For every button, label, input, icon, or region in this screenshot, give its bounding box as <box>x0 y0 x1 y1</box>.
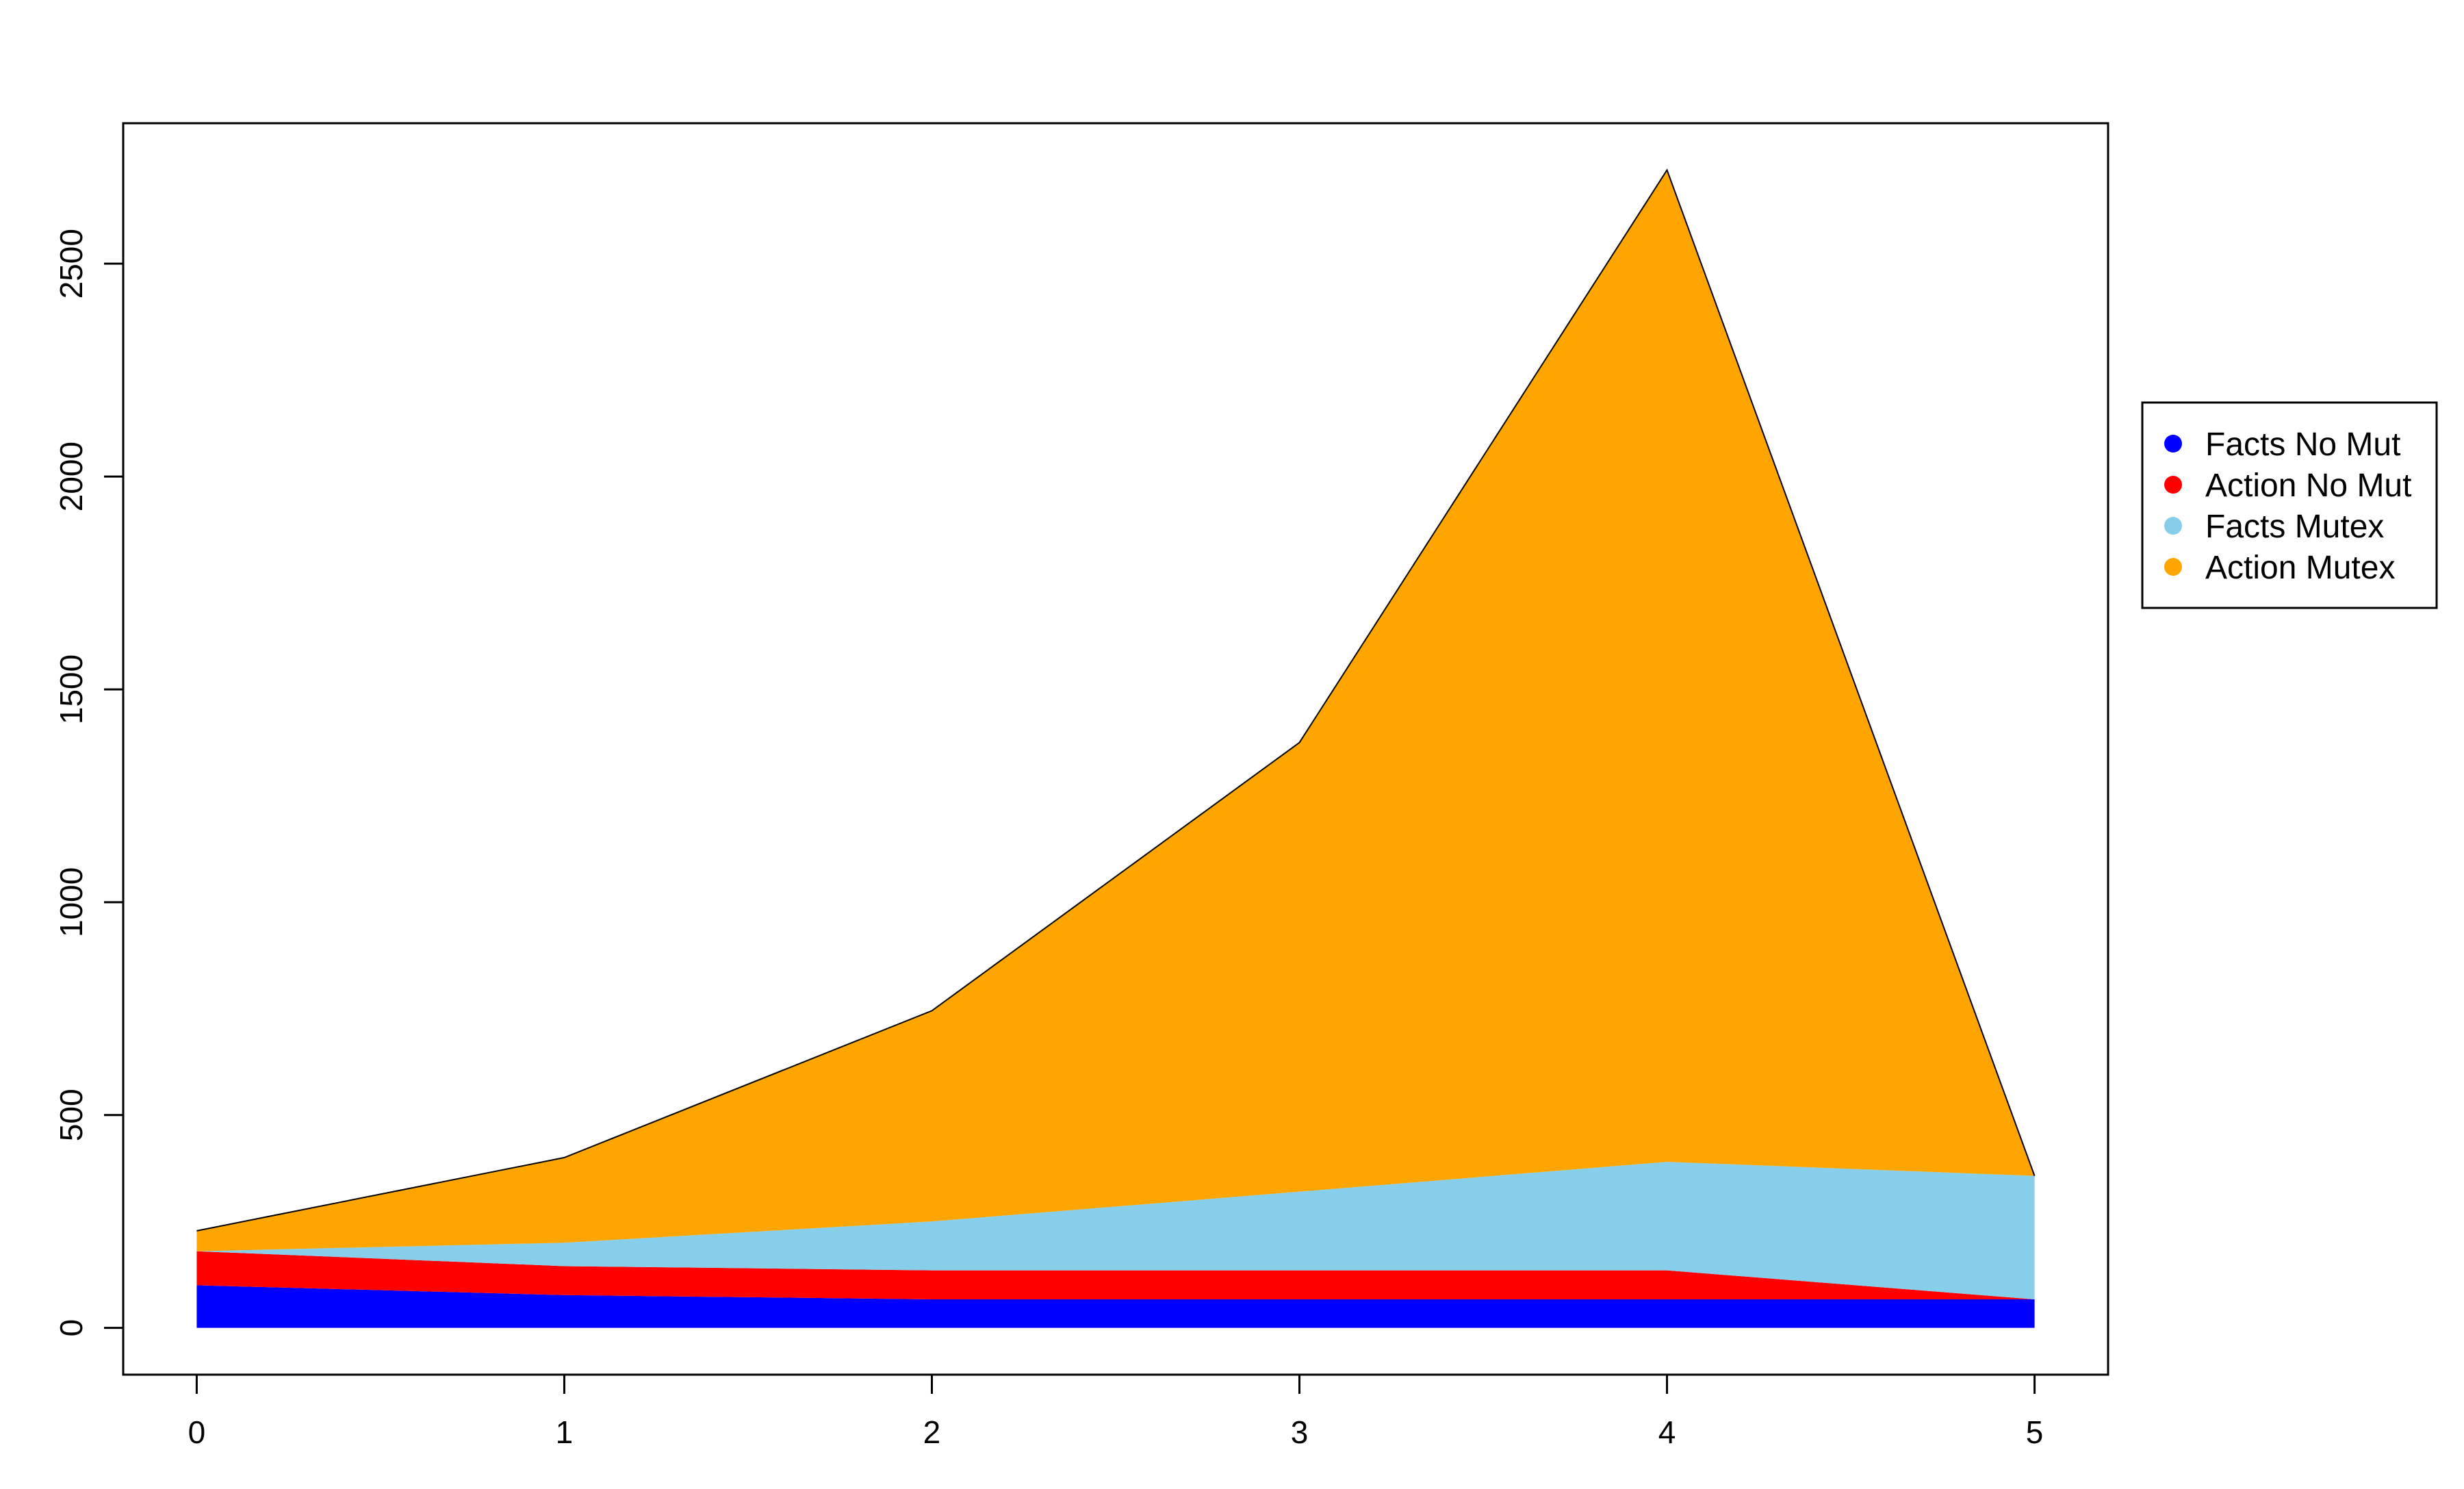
legend-label: Facts Mutex <box>2205 509 2384 545</box>
y-tick-label: 2500 <box>53 229 89 298</box>
stack-top-outline <box>196 168 2036 1232</box>
legend-marker <box>2164 517 2182 535</box>
x-tick-label: 0 <box>188 1414 206 1450</box>
legend-box <box>2141 401 2438 609</box>
area-facts-mutex <box>196 1162 2035 1299</box>
legend-marker <box>2164 476 2182 494</box>
legend-label: Action No Mut <box>2205 468 2411 504</box>
axes: 0 1 2 3 4 5 0 500 1000 1500 2000 2500 <box>53 122 2109 1450</box>
legend-label: Facts No Mut <box>2205 427 2400 463</box>
x-tick-label: 5 <box>2026 1414 2044 1450</box>
y-tick-label: 500 <box>53 1089 89 1141</box>
area-action-no-mut <box>196 1251 2035 1299</box>
area-facts-no-mut <box>196 1285 2035 1328</box>
y-tick-label: 2000 <box>53 442 89 511</box>
legend-marker <box>2164 435 2182 453</box>
x-tick-label: 2 <box>923 1414 941 1450</box>
legend-marker <box>2164 558 2182 576</box>
y-tick-label: 0 <box>53 1319 89 1337</box>
x-tick-label: 1 <box>556 1414 574 1450</box>
area-action-mutex <box>196 170 2035 1251</box>
legend: Facts No Mut Action No Mut Facts Mutex Acti… <box>2141 401 2438 609</box>
x-tick-label: 4 <box>1658 1414 1676 1450</box>
y-tick-label: 1500 <box>53 654 89 724</box>
legend-label: Action Mutex <box>2205 550 2395 586</box>
y-tick-label: 1000 <box>53 867 89 937</box>
x-tick-label: 3 <box>1291 1414 1309 1450</box>
stacked-areas <box>196 168 2036 1328</box>
